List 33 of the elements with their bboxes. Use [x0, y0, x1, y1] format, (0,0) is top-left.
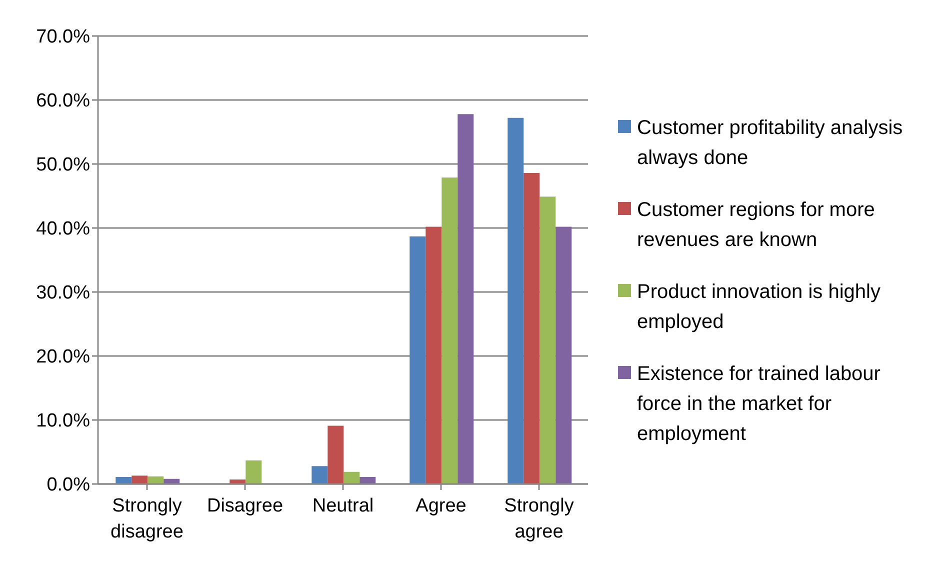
bar	[442, 177, 458, 484]
bar	[246, 460, 262, 484]
y-tick-label: 30.0%	[36, 282, 90, 304]
x-tick-label: Neutral	[312, 495, 374, 516]
x-tick-label: Strongly agree	[504, 495, 574, 542]
bar	[556, 226, 572, 484]
legend-label: Customer regions for more revenues are known	[637, 198, 876, 253]
legend-label: Customer profitability analysis always done	[637, 116, 904, 171]
x-tick-label: Disagree	[206, 495, 284, 516]
bar	[458, 114, 474, 484]
y-tick-label: 0.0%	[46, 474, 90, 496]
legend-label: Existence for trained labour force in the market for employment	[637, 362, 882, 447]
y-tick-label: 40.0%	[36, 218, 90, 240]
bar	[148, 476, 164, 484]
bar	[360, 476, 376, 484]
y-tick-label: 20.0%	[36, 346, 90, 368]
bar	[524, 172, 540, 484]
bar	[344, 472, 360, 484]
bar	[410, 236, 426, 484]
bar	[540, 196, 556, 484]
bar	[116, 476, 132, 484]
y-tick-label: 70.0%	[36, 26, 90, 48]
bar	[328, 426, 344, 484]
bar	[132, 476, 148, 484]
bar	[312, 466, 328, 484]
y-tick-label: 10.0%	[36, 410, 90, 432]
legend-label: Product innovation is highly employed	[637, 280, 882, 335]
y-tick-label: 60.0%	[36, 90, 90, 112]
y-tick-label: 50.0%	[36, 154, 90, 176]
x-tick-label: Strongly disagree	[110, 495, 184, 542]
x-tick-label: Agree	[416, 495, 466, 516]
bar	[426, 226, 442, 484]
bar	[508, 118, 524, 484]
